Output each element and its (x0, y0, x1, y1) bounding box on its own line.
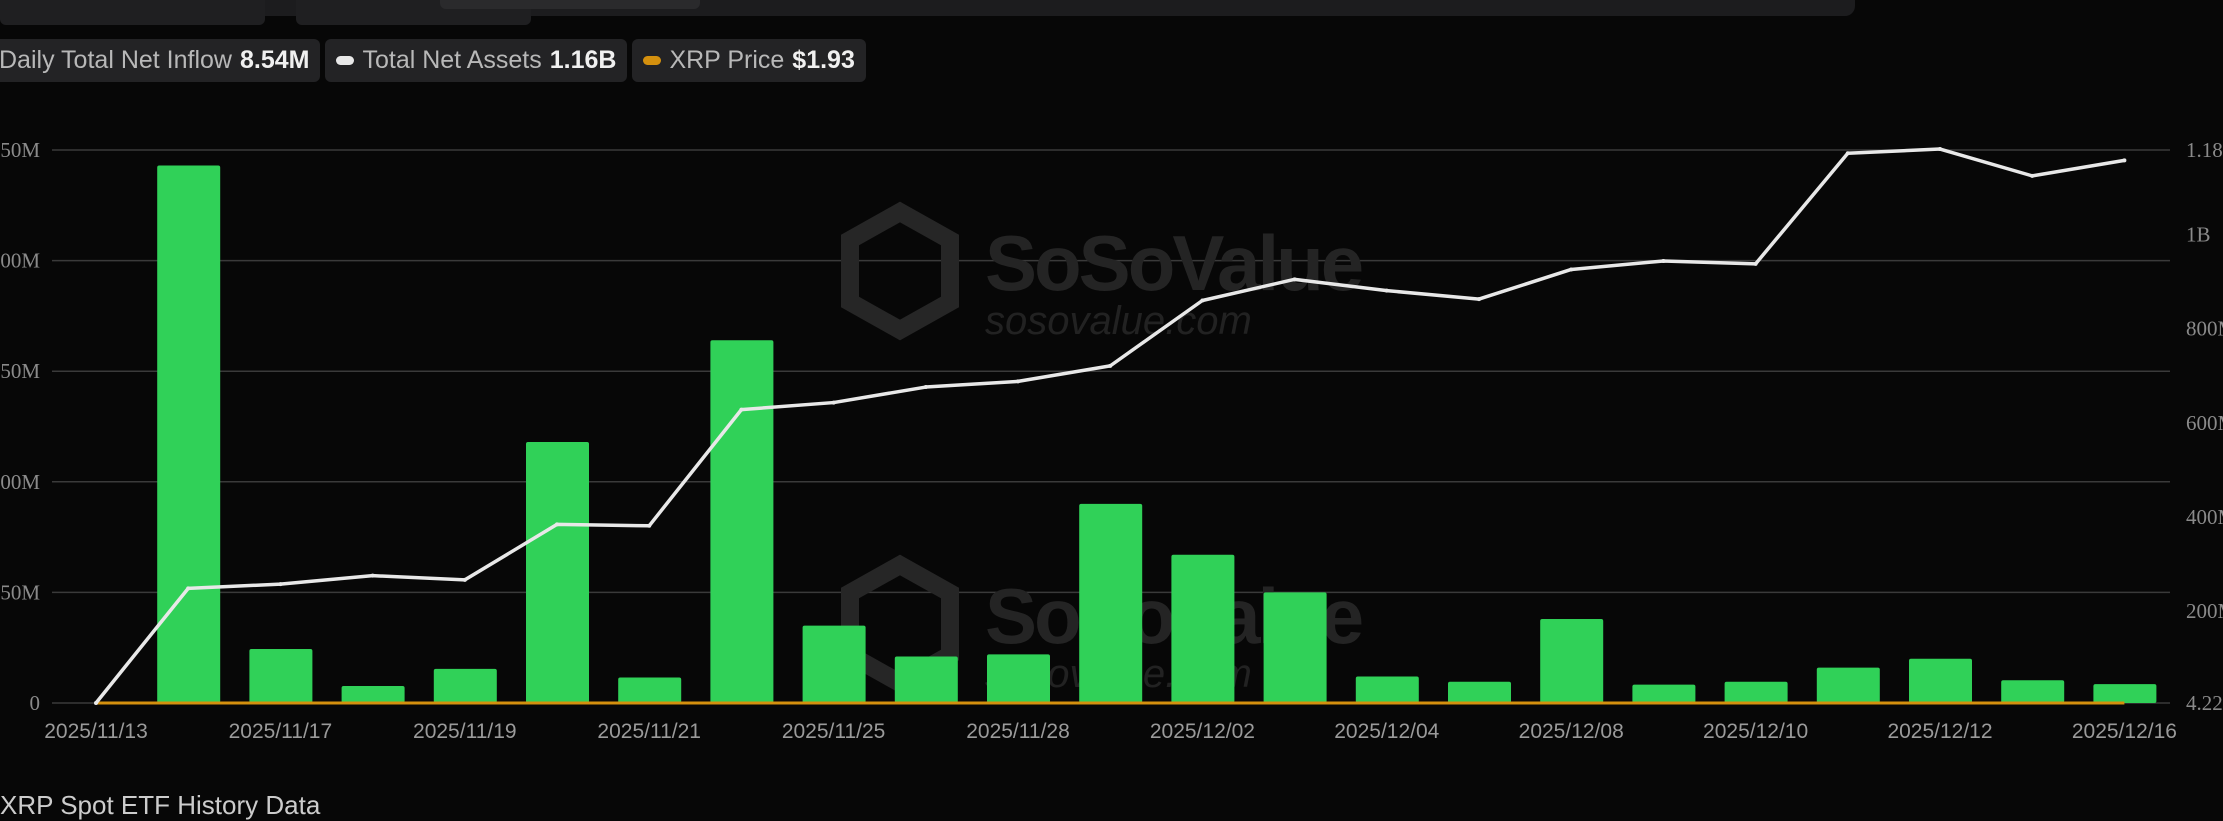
net-assets-point[interactable] (1938, 147, 1942, 152)
inflow-bar[interactable] (802, 625, 866, 703)
inflow-bar[interactable] (987, 654, 1050, 703)
net-assets-point[interactable] (186, 586, 191, 591)
right-axis-tick: 600M (2186, 411, 2223, 435)
net-assets-point[interactable] (1477, 297, 1481, 302)
left-axis-tick: 200M (0, 249, 40, 273)
net-assets-point[interactable] (278, 582, 283, 587)
net-assets-point[interactable] (647, 523, 652, 528)
inflow-bar[interactable] (710, 340, 774, 703)
net-assets-point[interactable] (462, 577, 467, 582)
right-axis-tick: 200M (2186, 599, 2223, 623)
x-axis-tick: 2025/11/25 (782, 720, 886, 743)
inflow-bar[interactable] (1909, 658, 1972, 703)
inflow-bar[interactable] (1448, 681, 1511, 703)
sosovalue-logo-icon (841, 201, 959, 341)
inflow-bar[interactable] (1816, 667, 1880, 703)
net-assets-point[interactable] (1753, 261, 1758, 266)
left-axis-tick: 100M (0, 470, 40, 494)
x-axis-tick: 2025/11/17 (229, 720, 333, 743)
right-axis-tick: 4.22M (2186, 691, 2223, 715)
inflow-bar[interactable] (249, 649, 313, 703)
net-assets-point[interactable] (1845, 151, 1850, 156)
net-assets-point[interactable] (1200, 298, 1205, 303)
net-assets-swatch-icon (336, 56, 355, 65)
inflow-bar[interactable] (2001, 680, 2065, 703)
left-axis-tick: 50M (0, 580, 40, 604)
inflow-bar[interactable] (1079, 503, 1143, 703)
inflow-bar[interactable] (2093, 684, 2157, 703)
legend-net-assets-label: Total Net Assets (362, 46, 542, 74)
inflow-bar[interactable] (894, 656, 958, 703)
right-axis-tick: 400M (2186, 505, 2223, 529)
inflow-bar[interactable] (433, 668, 497, 703)
x-axis-tick: 2025/12/04 (1334, 720, 1439, 743)
net-assets-point[interactable] (739, 407, 744, 412)
inflow-bar[interactable] (618, 677, 682, 703)
legend-net-assets-value: 1.16B (549, 46, 617, 74)
top-tab-button[interactable] (0, 0, 265, 25)
x-axis-tick: 2025/12/08 (1519, 720, 1624, 743)
right-axis-tick: 1.18B (2186, 138, 2223, 162)
legend-xrp-price-label: XRP Price (669, 46, 785, 74)
x-axis-tick: 2025/11/28 (966, 720, 1070, 743)
x-axis-tick: 2025/11/21 (597, 720, 701, 743)
inflow-bar[interactable] (1171, 554, 1235, 703)
net-assets-point[interactable] (831, 400, 836, 405)
x-axis-tick: 2025/12/10 (1703, 720, 1808, 743)
xrp-price-swatch-icon (643, 56, 662, 65)
x-axis-tick: 2025/12/16 (2072, 720, 2177, 743)
right-axis-tick: 800M (2186, 317, 2223, 341)
inflow-bar[interactable] (341, 685, 405, 703)
legend-inflow[interactable]: Daily Total Net Inflow 8.54M (0, 39, 321, 82)
left-axis-tick: 250M (0, 138, 40, 162)
chart-legend: Daily Total Net Inflow 8.54M Total Net A… (0, 39, 866, 82)
watermark-site: sosovalue.com (985, 299, 1252, 343)
inflow-bar[interactable] (1540, 618, 1604, 703)
left-axis-tick: 150M (0, 359, 40, 383)
watermark-brand: SoSoValue (985, 219, 1362, 307)
top-selector[interactable] (440, 0, 700, 9)
inflow-bar[interactable] (157, 165, 221, 703)
legend-inflow-value: 8.54M (239, 46, 310, 74)
net-assets-point[interactable] (1569, 267, 1574, 272)
x-axis-tick: 2025/11/13 (44, 720, 148, 743)
net-assets-point[interactable] (1292, 277, 1297, 282)
net-assets-point[interactable] (1661, 258, 1666, 263)
net-assets-point[interactable] (1108, 363, 1113, 368)
left-axis-tick: 0 (30, 691, 41, 715)
section-title: XRP Spot ETF History Data (0, 790, 321, 820)
legend-xrp-price-value: $1.93 (792, 46, 855, 74)
net-assets-point[interactable] (1016, 379, 1020, 384)
x-axis-tick: 2025/12/12 (1887, 720, 1992, 743)
legend-inflow-label: Daily Total Net Inflow (0, 46, 232, 74)
x-axis-tick: 2025/12/02 (1150, 720, 1255, 743)
net-assets-point[interactable] (1384, 288, 1389, 293)
inflow-bar[interactable] (1724, 681, 1788, 703)
net-assets-point[interactable] (94, 701, 98, 705)
net-assets-point[interactable] (923, 385, 928, 390)
net-assets-point[interactable] (2122, 158, 2127, 163)
inflow-bar[interactable] (1263, 592, 1327, 703)
x-axis-tick: 2025/11/19 (413, 720, 517, 743)
chart: SoSoValuesosovalue.comSoSoValuesosovalue… (0, 138, 2223, 743)
legend-xrp-price[interactable]: XRP Price $1.93 (632, 39, 866, 82)
inflow-bar[interactable] (1355, 676, 1419, 703)
legend-net-assets[interactable]: Total Net Assets 1.16B (325, 39, 628, 82)
net-assets-point[interactable] (370, 573, 375, 578)
inflow-bar[interactable] (526, 441, 589, 703)
net-assets-point[interactable] (2030, 173, 2035, 178)
net-assets-point[interactable] (555, 522, 559, 527)
inflow-bar[interactable] (1632, 684, 1696, 703)
right-axis-tick: 1B (2186, 223, 2211, 247)
